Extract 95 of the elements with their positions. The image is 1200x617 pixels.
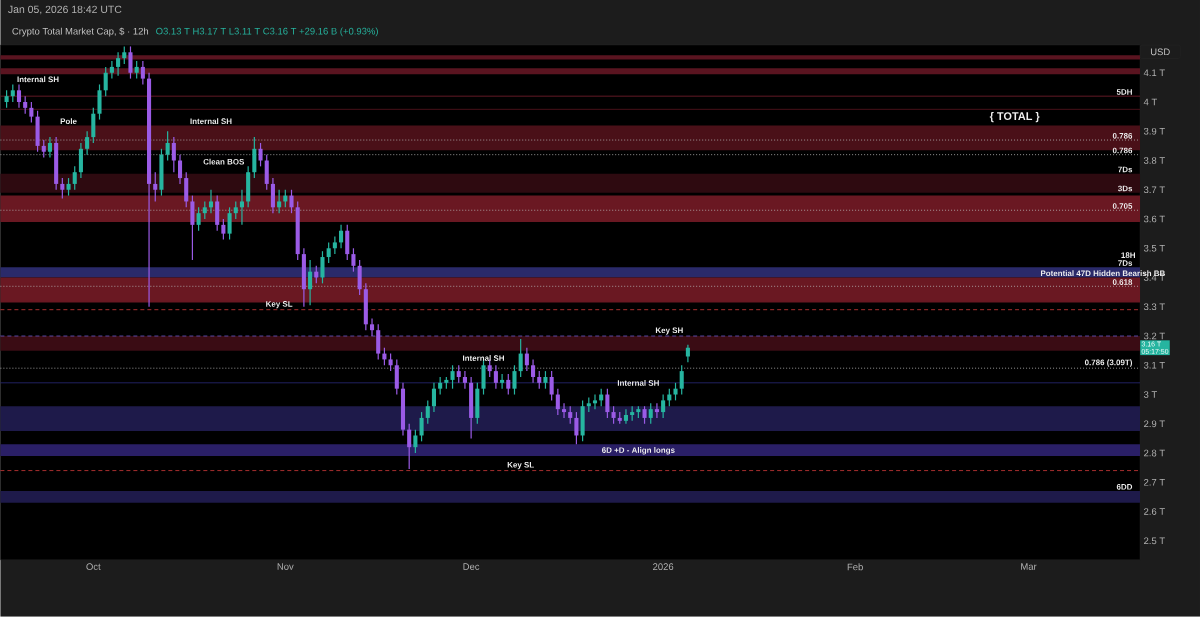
y-tick-label: 3.2 T	[1143, 332, 1165, 340]
candlestick	[165, 130, 170, 162]
y-tick-label: 2.8 T	[1144, 449, 1165, 457]
candlestick	[153, 171, 158, 203]
candlestick	[493, 364, 498, 390]
candlestick	[264, 154, 269, 191]
annotation: { TOTAL }	[989, 112, 1040, 123]
candlestick	[661, 394, 666, 419]
x-tick-label: 2026	[653, 563, 674, 571]
chart-subtitle: O3.13 T H3.17 T L3.11 T C3.16 T +29.16 B (+0.93%)	[156, 27, 378, 37]
candlestick	[277, 189, 282, 214]
candlestick	[208, 189, 214, 214]
y-tick-label: 3.7 T	[1143, 186, 1165, 194]
x-tick-label: Nov	[277, 563, 294, 571]
candlestick	[215, 195, 220, 232]
candlestick	[512, 364, 517, 396]
candlestick	[97, 83, 102, 121]
y-tick-label: 2.6 T	[1144, 508, 1165, 515]
candlestick	[339, 224, 344, 249]
candlestick	[16, 83, 22, 109]
candlestick	[394, 358, 399, 396]
candlestick	[431, 382, 437, 413]
candlestick	[679, 364, 684, 396]
candlestick	[326, 241, 331, 264]
candlestick	[252, 136, 257, 179]
candlestick	[171, 136, 176, 173]
y-tick-label: 3 T	[1143, 391, 1157, 398]
candlestick	[29, 101, 34, 124]
x-tick-label: Dec	[463, 563, 480, 571]
x-tick-label: Oct	[86, 563, 101, 571]
candlestick	[78, 142, 83, 179]
candlestick	[227, 206, 232, 241]
candlestick	[85, 130, 90, 156]
y-tick-label: 3.3 T	[1143, 303, 1165, 311]
candlestick	[103, 66, 108, 97]
chart-title: Crypto Total Market Cap, $ · 12h	[12, 27, 149, 37]
candlestick	[555, 388, 560, 416]
y-tick-label: 3.5 T	[1143, 245, 1165, 252]
text: Jan 05, 2026 18:42 UTC	[8, 5, 122, 15]
y-tick-label: 4.1 T	[1143, 69, 1165, 77]
candlestick	[369, 317, 375, 337]
y-axis-title: USD	[1150, 48, 1170, 56]
candlestick	[308, 259, 313, 307]
candlestick	[109, 60, 114, 80]
candlestick	[407, 423, 412, 470]
candlestick	[270, 177, 275, 214]
candlestick	[549, 370, 554, 402]
candlestick	[500, 373, 505, 390]
candlestick	[623, 408, 629, 425]
y-tick-label: 2.9 T	[1144, 420, 1165, 428]
y-tick-label: 2.5 T	[1144, 537, 1165, 545]
candlestick	[47, 136, 52, 159]
candlestick	[351, 247, 356, 273]
candlestick	[561, 402, 567, 419]
candlestick	[357, 259, 362, 296]
candlestick	[413, 429, 418, 454]
y-tick-label: 3.9 T	[1143, 128, 1165, 135]
candlestick	[221, 218, 226, 241]
candlestick	[184, 171, 189, 209]
candlestick	[524, 347, 529, 372]
y-tick-label: 4 T	[1143, 98, 1157, 106]
candlestick	[239, 189, 244, 226]
x-tick-label: Feb	[847, 563, 863, 571]
candlestick	[60, 177, 65, 200]
candlestick	[518, 338, 523, 378]
candlestick	[605, 388, 610, 419]
candlestick	[332, 236, 337, 255]
candlestick	[196, 206, 201, 232]
candlestick	[531, 358, 536, 384]
candlestick	[72, 165, 77, 191]
candlestick	[320, 250, 325, 285]
candlestick	[289, 189, 294, 214]
y-tick-label: 3.6 T	[1143, 215, 1165, 223]
candlestick	[345, 224, 350, 261]
candlestick	[462, 370, 467, 390]
candlestick	[574, 411, 579, 445]
x-tick-label: Mar	[1021, 563, 1037, 571]
candlestick	[258, 142, 263, 168]
candlestick	[648, 402, 653, 425]
candlestick	[425, 399, 430, 425]
y-tick-label: 2.7 T	[1144, 479, 1165, 486]
candlestick	[91, 107, 96, 144]
candlestick	[450, 364, 455, 390]
candlestick	[116, 51, 121, 77]
y-tick-label: 3.8 T	[1143, 157, 1165, 164]
candlestick	[376, 323, 381, 361]
candlestick	[128, 45, 133, 80]
candlestick	[419, 411, 424, 443]
candlestick	[190, 195, 195, 261]
candlestick	[177, 154, 183, 185]
candlestick	[506, 373, 511, 396]
candlestick	[592, 394, 598, 410]
candlestick	[654, 402, 659, 419]
candlestick	[140, 60, 145, 86]
y-tick-label: 3.1 T	[1143, 362, 1165, 369]
